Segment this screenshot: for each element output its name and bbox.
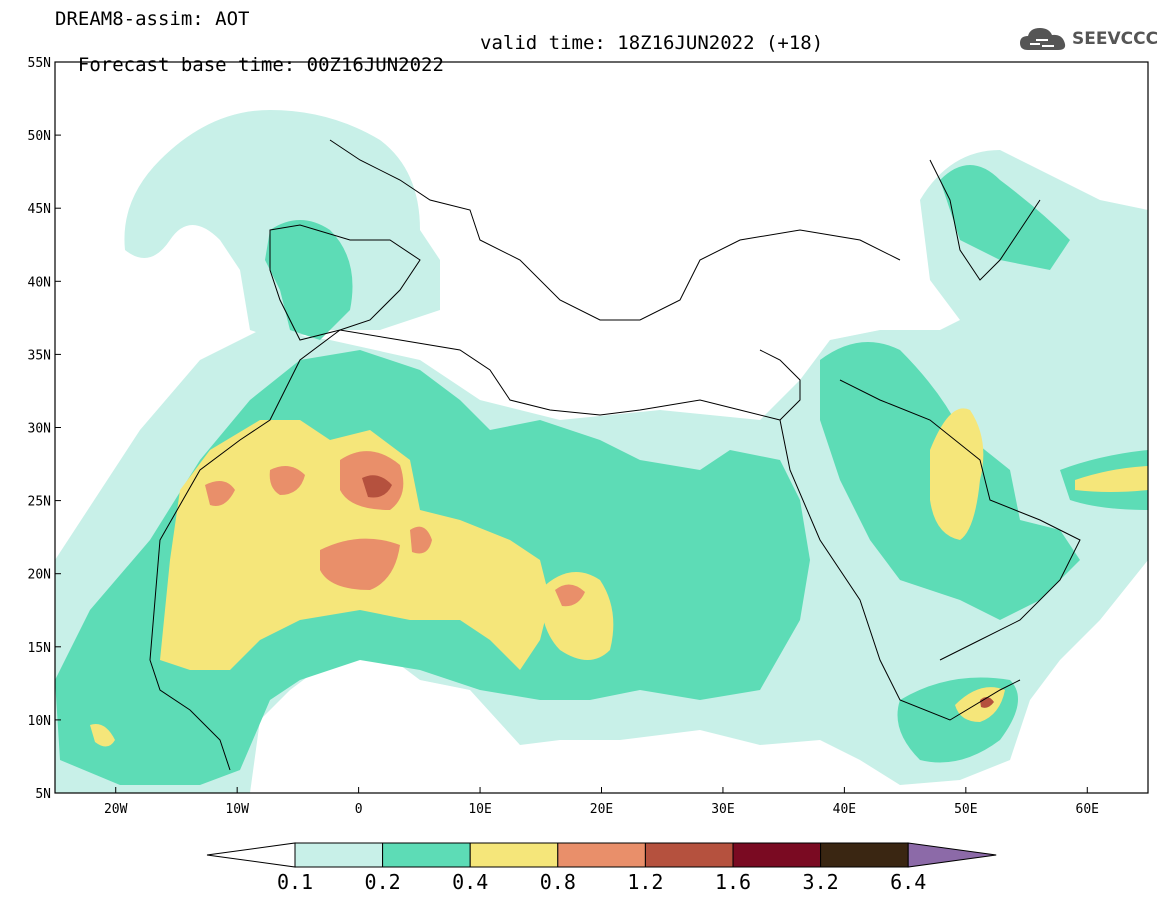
lat-label: 30N (28, 422, 51, 437)
lon-label: 0 (355, 802, 363, 817)
colorbar-swatch (557, 842, 646, 868)
colorbar-label: 0.2 (365, 870, 401, 894)
lon-label: 20W (104, 802, 128, 817)
colorbar-label: 3.2 (803, 870, 839, 894)
colorbar-label: 0.4 (452, 870, 488, 894)
forecast-base-time: Forecast base time: 00Z16JUN2022 (77, 54, 444, 76)
lon-label: 20E (590, 802, 613, 817)
aot-field (55, 110, 1148, 793)
coastlines (149, 139, 1081, 771)
lat-label: 45N (28, 202, 51, 217)
aot-plume-niger (410, 526, 432, 554)
lat-label: 50N (28, 129, 51, 144)
cloud-icon (1020, 28, 1066, 50)
map-title: DREAM8-assim: AOT (55, 8, 250, 30)
aot-plume-pakistan (1075, 466, 1148, 492)
lon-label: 10W (225, 802, 249, 817)
longitude-axis: 20W 10W 0 10E 20E 30E 40E 50E 60E (104, 787, 1099, 817)
colorbar-label: 6.4 (890, 870, 926, 894)
aot-plume-iberia (265, 220, 353, 340)
colorbar-label: 1.2 (627, 870, 663, 894)
lon-label: 40E (833, 802, 856, 817)
aot-plume-gulf-yellow (930, 408, 984, 540)
lat-label: 5N (35, 787, 51, 802)
colorbar-swatch (732, 842, 822, 868)
lat-label: 25N (28, 495, 51, 510)
aot-plume-somalia (955, 687, 1005, 722)
lon-label: 30E (711, 802, 734, 817)
latitude-axis: 55N 50N 45N 40N 35N 30N 25N 20N 15N 10N 5N (28, 56, 61, 802)
aot-plume-chad-core (555, 584, 585, 607)
lat-label: 35N (28, 348, 51, 363)
aot-colorbar: 0.1 0.2 0.4 0.8 1.2 1.6 3.2 6.4 (206, 842, 997, 894)
colorbar-label: 0.8 (540, 870, 576, 894)
colorbar-min-arrow (206, 842, 296, 868)
colorbar-swatch (382, 842, 471, 868)
colorbar-swatch (469, 842, 559, 868)
lon-label: 60E (1076, 802, 1099, 817)
aot-level-1-2 (362, 475, 392, 498)
lat-label: 40N (28, 275, 51, 290)
lat-label: 20N (28, 568, 51, 583)
colorbar-swatch (294, 842, 384, 868)
colorbar-swatch (820, 842, 909, 868)
valid-time: valid time: 18Z16JUN2022 (+18) (480, 32, 824, 54)
lon-label: 10E (468, 802, 491, 817)
aot-plume-morocco (269, 466, 305, 495)
lat-label: 55N (28, 56, 51, 71)
aot-plume-mauritania (205, 481, 235, 506)
lon-label: 50E (954, 802, 977, 817)
map-subtitle: Forecast base time: 00Z16JUN2022 valid t… (55, 32, 823, 98)
seevccc-logo: SEEVCCC (1018, 24, 1158, 56)
lat-label: 15N (28, 641, 51, 656)
colorbar-swatch (644, 842, 734, 868)
aot-plume-east (940, 165, 1070, 270)
colorbar-max-arrow (907, 842, 997, 868)
aot-level-0-8 (320, 538, 400, 590)
lat-label: 10N (28, 714, 51, 729)
colorbar-label: 1.6 (715, 870, 751, 894)
logo-text: SEEVCCC (1072, 29, 1159, 49)
aot-plume-coast (90, 724, 115, 747)
colorbar-label: 0.1 (277, 870, 313, 894)
